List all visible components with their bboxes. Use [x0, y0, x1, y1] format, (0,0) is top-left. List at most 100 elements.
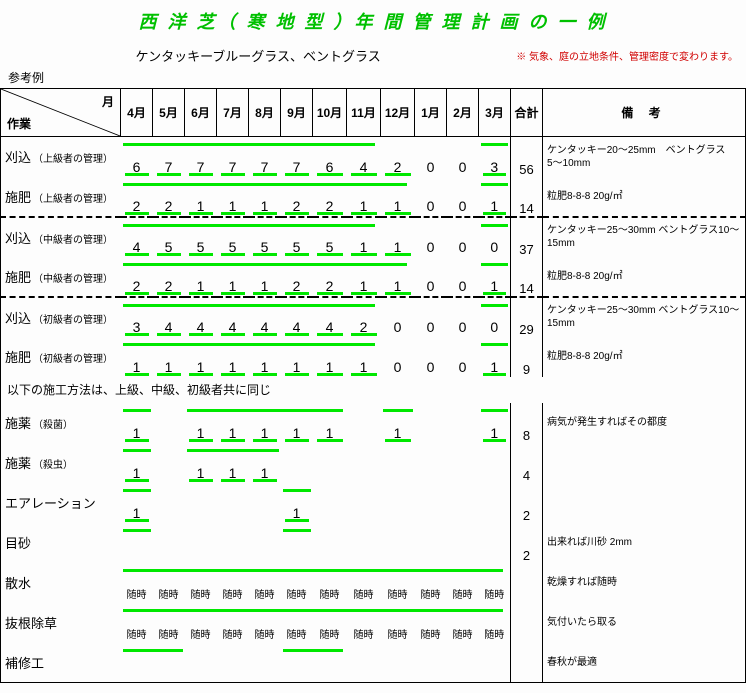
value-cell: 1 — [249, 257, 281, 297]
value-cell: 随時 — [415, 563, 447, 603]
row-label: 抜根除草 — [1, 603, 121, 643]
underline-bar — [221, 292, 245, 295]
value-cell — [153, 443, 185, 483]
value-cell: 7 — [153, 137, 185, 177]
row-label: 刈込（初級者の管理） — [1, 297, 121, 337]
underline-bar — [253, 373, 277, 376]
timeline-bar — [481, 304, 509, 307]
underline-bar — [253, 479, 277, 482]
value-cell: 1 — [185, 177, 217, 217]
value-cell: 0 — [415, 297, 447, 337]
value-cell: 随時 — [447, 563, 479, 603]
value-cell: 0 — [447, 297, 479, 337]
underline-bar — [221, 479, 245, 482]
value-cell: 2 — [347, 297, 381, 337]
underline-bar — [385, 439, 411, 442]
value-cell: 5 — [313, 217, 347, 257]
timeline-bar — [123, 489, 151, 492]
row-label: 施肥（中級者の管理） — [1, 257, 121, 297]
value-cell: 随時 — [381, 563, 415, 603]
underline-bar — [125, 333, 149, 336]
value-cell — [347, 403, 381, 443]
value-cell: 1 — [313, 337, 347, 377]
value-cell: 5 — [281, 217, 313, 257]
value-cell — [217, 523, 249, 563]
underline-bar — [125, 173, 149, 176]
underline-bar — [285, 333, 309, 336]
value-cell: 1 — [479, 257, 511, 297]
timeline-bar — [283, 489, 311, 492]
remark-cell: 乾燥すれば随時 — [543, 563, 746, 603]
timeline-bar — [123, 409, 151, 412]
underline-bar — [317, 439, 343, 442]
value-cell — [249, 523, 281, 563]
underline-bar — [351, 253, 377, 256]
value-cell: 2 — [153, 257, 185, 297]
value-cell — [347, 643, 381, 683]
value-cell: 0 — [447, 337, 479, 377]
value-cell — [479, 523, 511, 563]
value-cell — [217, 483, 249, 523]
value-cell — [381, 443, 415, 483]
value-cell: 6 — [121, 137, 153, 177]
month-header: 12月 — [381, 89, 415, 137]
value-cell — [153, 643, 185, 683]
value-cell: 1 — [479, 403, 511, 443]
remark-cell: 粒肥8-8-8 20g/㎡ — [543, 337, 746, 377]
header-diagonal: 月作業 — [1, 89, 121, 137]
value-cell: 随時 — [381, 603, 415, 643]
value-cell: 4 — [185, 297, 217, 337]
value-cell: 随時 — [281, 603, 313, 643]
underline-bar — [189, 212, 213, 215]
underline-bar — [317, 212, 343, 215]
remark-cell: 粒肥8-8-8 20g/㎡ — [543, 257, 746, 297]
value-cell: 随時 — [121, 603, 153, 643]
value-cell: 1 — [153, 337, 185, 377]
value-cell: 0 — [381, 297, 415, 337]
value-cell — [249, 483, 281, 523]
timeline-bar — [481, 409, 509, 412]
underline-bar — [351, 333, 377, 336]
value-cell: 1 — [185, 403, 217, 443]
value-cell: 随時 — [479, 563, 511, 603]
value-cell: 2 — [313, 257, 347, 297]
value-cell — [185, 483, 217, 523]
value-cell: 1 — [347, 257, 381, 297]
value-cell — [415, 443, 447, 483]
value-cell — [281, 643, 313, 683]
underline-bar — [221, 212, 245, 215]
value-cell — [447, 643, 479, 683]
value-cell: 5 — [153, 217, 185, 257]
underline-bar — [189, 173, 213, 176]
value-cell — [185, 643, 217, 683]
value-cell: 0 — [447, 257, 479, 297]
month-header: 2月 — [447, 89, 479, 137]
value-cell: 2 — [281, 177, 313, 217]
underline-bar — [221, 253, 245, 256]
value-cell: 0 — [415, 137, 447, 177]
value-cell — [347, 443, 381, 483]
underline-bar — [351, 173, 377, 176]
remark-cell: 病気が発生すればその都度 — [543, 403, 746, 443]
underline-bar — [285, 519, 309, 522]
remark-cell: 気付いたら取る — [543, 603, 746, 643]
underline-bar — [253, 439, 277, 442]
underline-bar — [317, 253, 343, 256]
value-cell — [415, 483, 447, 523]
value-cell: 0 — [415, 217, 447, 257]
value-cell: 0 — [447, 217, 479, 257]
month-header: 3月 — [479, 89, 511, 137]
total-header: 合計 — [511, 89, 543, 137]
row-label: 施薬（殺菌） — [1, 403, 121, 443]
underline-bar — [253, 333, 277, 336]
row-label: 散水 — [1, 563, 121, 603]
total-cell: 37 — [511, 217, 543, 257]
total-cell — [511, 643, 543, 683]
value-cell — [121, 523, 153, 563]
total-cell: 56 — [511, 137, 543, 177]
total-cell: 14 — [511, 177, 543, 217]
timeline-bar — [481, 343, 509, 346]
remark-cell: ケンタッキー20〜25mm ベントグラス 5〜10mm — [543, 137, 746, 177]
underline-bar — [483, 212, 507, 215]
value-cell: 5 — [185, 217, 217, 257]
